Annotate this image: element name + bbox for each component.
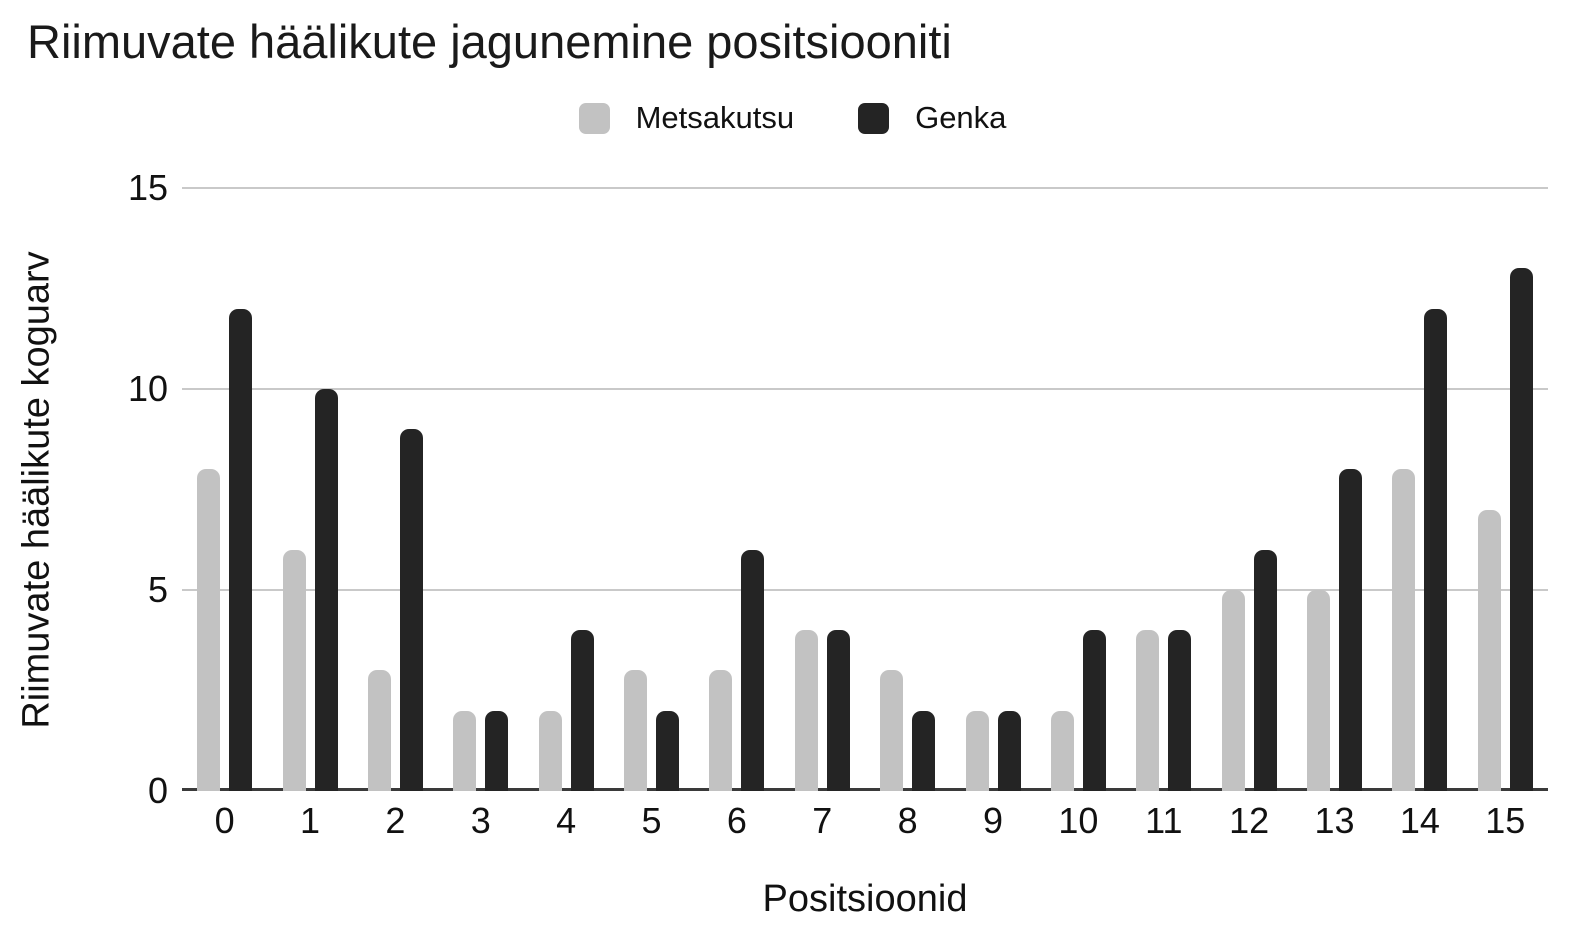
bar-genka-0	[229, 308, 253, 791]
bar-metsakutsu-0	[197, 469, 221, 791]
x-tick-label-7: 7	[812, 800, 833, 841]
bar-genka-5	[656, 710, 680, 791]
bar-genka-14	[1424, 308, 1448, 791]
y-tick-label-15: 15	[127, 167, 168, 208]
bar-group-8	[865, 188, 950, 791]
legend-item-genka: Genka	[858, 100, 1006, 136]
bar-metsakutsu-7	[794, 630, 818, 791]
bar-metsakutsu-8	[880, 670, 904, 791]
legend-label-metsakutsu: Metsakutsu	[635, 100, 795, 135]
bar-genka-11	[1168, 630, 1192, 791]
bar-group-6	[694, 188, 779, 791]
bar-metsakutsu-3	[453, 710, 477, 791]
x-tick-label-0: 0	[214, 800, 235, 841]
bar-metsakutsu-12	[1221, 590, 1245, 791]
bar-genka-13	[1339, 469, 1363, 791]
x-axis-baseline	[182, 788, 1548, 791]
bar-genka-9	[997, 710, 1021, 791]
x-axis-title: Positsioonid	[762, 878, 968, 920]
bar-metsakutsu-10	[1050, 710, 1074, 791]
bar-genka-4	[570, 630, 594, 791]
legend-swatch-metsakutsu	[578, 102, 610, 134]
legend: Metsakutsu Genka	[0, 100, 1585, 136]
bar-metsakutsu-4	[538, 710, 562, 791]
x-tick-label-12: 12	[1229, 800, 1270, 841]
bar-group-12	[1207, 188, 1292, 791]
bar-group-14	[1377, 188, 1462, 791]
x-tick-label-3: 3	[470, 800, 491, 841]
bars-layer	[182, 188, 1548, 791]
bar-metsakutsu-15	[1477, 509, 1501, 791]
y-tick-label-5: 5	[147, 569, 168, 610]
x-tick-label-10: 10	[1058, 800, 1099, 841]
bar-group-7	[780, 188, 865, 791]
gridline-15	[182, 187, 1548, 189]
plot-area	[182, 187, 1548, 791]
x-tick-label-9: 9	[983, 800, 1004, 841]
x-tick-label-14: 14	[1399, 800, 1440, 841]
gridline-10	[182, 388, 1548, 390]
bar-genka-2	[399, 429, 423, 791]
bar-group-1	[267, 188, 352, 791]
bar-metsakutsu-6	[709, 670, 733, 791]
bar-genka-3	[485, 710, 509, 791]
bar-metsakutsu-11	[1136, 630, 1160, 791]
bar-genka-1	[314, 389, 338, 791]
x-tick-label-8: 8	[897, 800, 918, 841]
y-tick-label-0: 0	[147, 770, 168, 811]
bar-genka-7	[826, 630, 850, 791]
bar-group-15	[1463, 188, 1548, 791]
bar-group-10	[1036, 188, 1121, 791]
bar-metsakutsu-9	[965, 710, 989, 791]
y-axis-tick-labels: 0 5 10 15	[0, 170, 168, 809]
bar-group-3	[438, 188, 523, 791]
bar-genka-8	[912, 710, 936, 791]
bar-genka-12	[1253, 549, 1277, 791]
bar-group-2	[353, 188, 438, 791]
bar-group-13	[1292, 188, 1377, 791]
x-axis-tick-labels: 0 1 2 3 4 5 6 7 8 9 10 11 12 13 14 15	[182, 800, 1548, 842]
bar-group-0	[182, 188, 267, 791]
x-tick-label-13: 13	[1314, 800, 1355, 841]
legend-item-metsakutsu: Metsakutsu	[578, 100, 795, 136]
x-tick-label-4: 4	[556, 800, 577, 841]
x-tick-label-6: 6	[726, 800, 747, 841]
x-tick-label-11: 11	[1145, 800, 1183, 841]
x-tick-label-15: 15	[1485, 800, 1526, 841]
bar-genka-6	[741, 549, 765, 791]
bar-metsakutsu-13	[1307, 590, 1331, 791]
y-tick-label-10: 10	[127, 368, 168, 409]
bar-metsakutsu-1	[282, 549, 306, 791]
bar-metsakutsu-5	[624, 670, 648, 791]
bar-metsakutsu-2	[367, 670, 391, 791]
legend-swatch-genka	[858, 102, 890, 134]
bar-genka-10	[1082, 630, 1106, 791]
bar-group-11	[1121, 188, 1206, 791]
bar-group-4	[524, 188, 609, 791]
legend-label-genka: Genka	[915, 100, 1007, 135]
bar-group-5	[609, 188, 694, 791]
x-tick-label-5: 5	[641, 800, 662, 841]
x-tick-label-1: 1	[300, 800, 321, 841]
chart-title: Riimuvate häälikute jagunemine positsioo…	[27, 15, 952, 68]
bar-metsakutsu-14	[1392, 469, 1416, 791]
x-tick-label-2: 2	[385, 800, 406, 841]
bar-genka-15	[1509, 268, 1533, 791]
gridline-5	[182, 589, 1548, 591]
bar-group-9	[950, 188, 1035, 791]
